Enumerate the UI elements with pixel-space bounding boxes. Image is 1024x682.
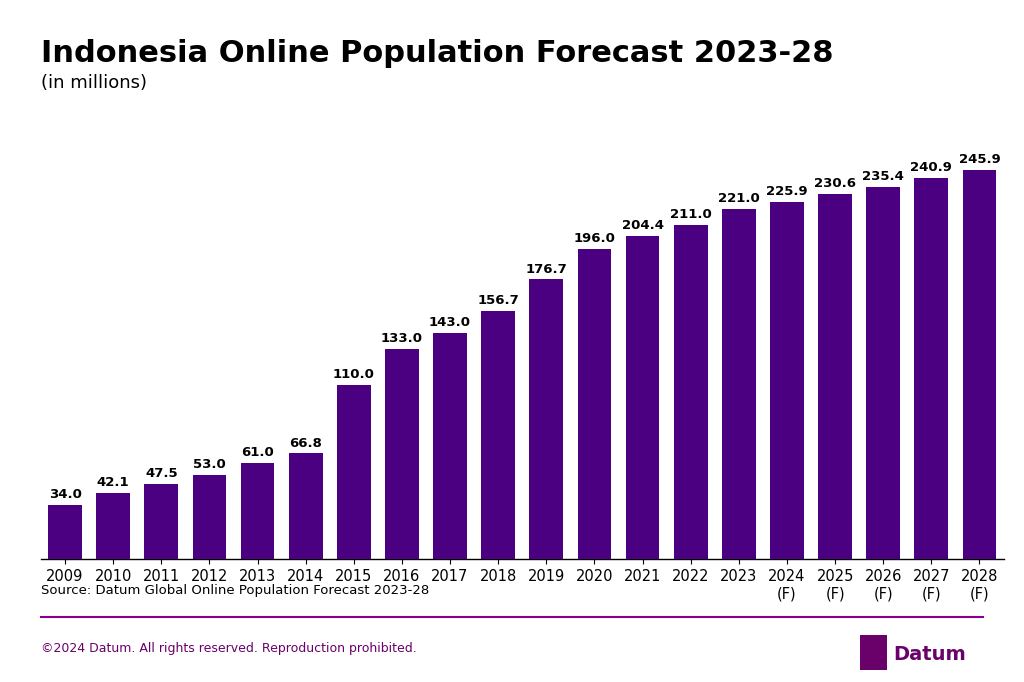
Text: ©2024 Datum. All rights reserved. Reproduction prohibited.: ©2024 Datum. All rights reserved. Reprod… <box>41 642 417 655</box>
Text: 204.4: 204.4 <box>622 219 664 232</box>
Text: (in millions): (in millions) <box>41 74 147 92</box>
Text: 61.0: 61.0 <box>242 446 273 459</box>
Bar <box>96 492 130 559</box>
Text: 176.7: 176.7 <box>525 263 567 276</box>
Bar <box>385 349 419 559</box>
Bar <box>48 505 82 559</box>
Bar <box>770 202 804 559</box>
Text: 196.0: 196.0 <box>573 232 615 245</box>
Text: 143.0: 143.0 <box>429 316 471 329</box>
Text: 235.4: 235.4 <box>862 170 904 183</box>
Bar <box>433 333 467 559</box>
FancyBboxPatch shape <box>860 636 887 670</box>
Bar <box>963 170 996 559</box>
Bar <box>818 194 852 559</box>
Bar <box>193 475 226 559</box>
Text: 133.0: 133.0 <box>381 331 423 344</box>
Bar <box>337 385 371 559</box>
Bar <box>578 249 611 559</box>
Text: 230.6: 230.6 <box>814 177 856 190</box>
Text: 221.0: 221.0 <box>718 192 760 205</box>
Text: 53.0: 53.0 <box>194 458 225 471</box>
Text: 245.9: 245.9 <box>958 153 1000 166</box>
Bar <box>529 280 563 559</box>
Text: 47.5: 47.5 <box>145 467 177 480</box>
Bar <box>914 178 948 559</box>
Bar <box>241 462 274 559</box>
Bar <box>481 311 515 559</box>
Bar <box>626 235 659 559</box>
Bar <box>144 484 178 559</box>
Bar <box>866 187 900 559</box>
Text: 211.0: 211.0 <box>670 208 712 221</box>
Text: 156.7: 156.7 <box>477 294 519 307</box>
Text: 66.8: 66.8 <box>289 436 323 449</box>
Text: Indonesia Online Population Forecast 2023-28: Indonesia Online Population Forecast 202… <box>41 39 834 68</box>
Bar <box>674 225 708 559</box>
Bar <box>289 454 323 559</box>
Text: 42.1: 42.1 <box>97 475 129 488</box>
Text: 225.9: 225.9 <box>766 185 808 198</box>
Text: 34.0: 34.0 <box>48 488 82 501</box>
Text: Datum: Datum <box>893 645 966 664</box>
Text: 240.9: 240.9 <box>910 161 952 174</box>
Bar <box>722 209 756 559</box>
Text: 110.0: 110.0 <box>333 368 375 381</box>
Text: Source: Datum Global Online Population Forecast 2023-28: Source: Datum Global Online Population F… <box>41 584 429 597</box>
